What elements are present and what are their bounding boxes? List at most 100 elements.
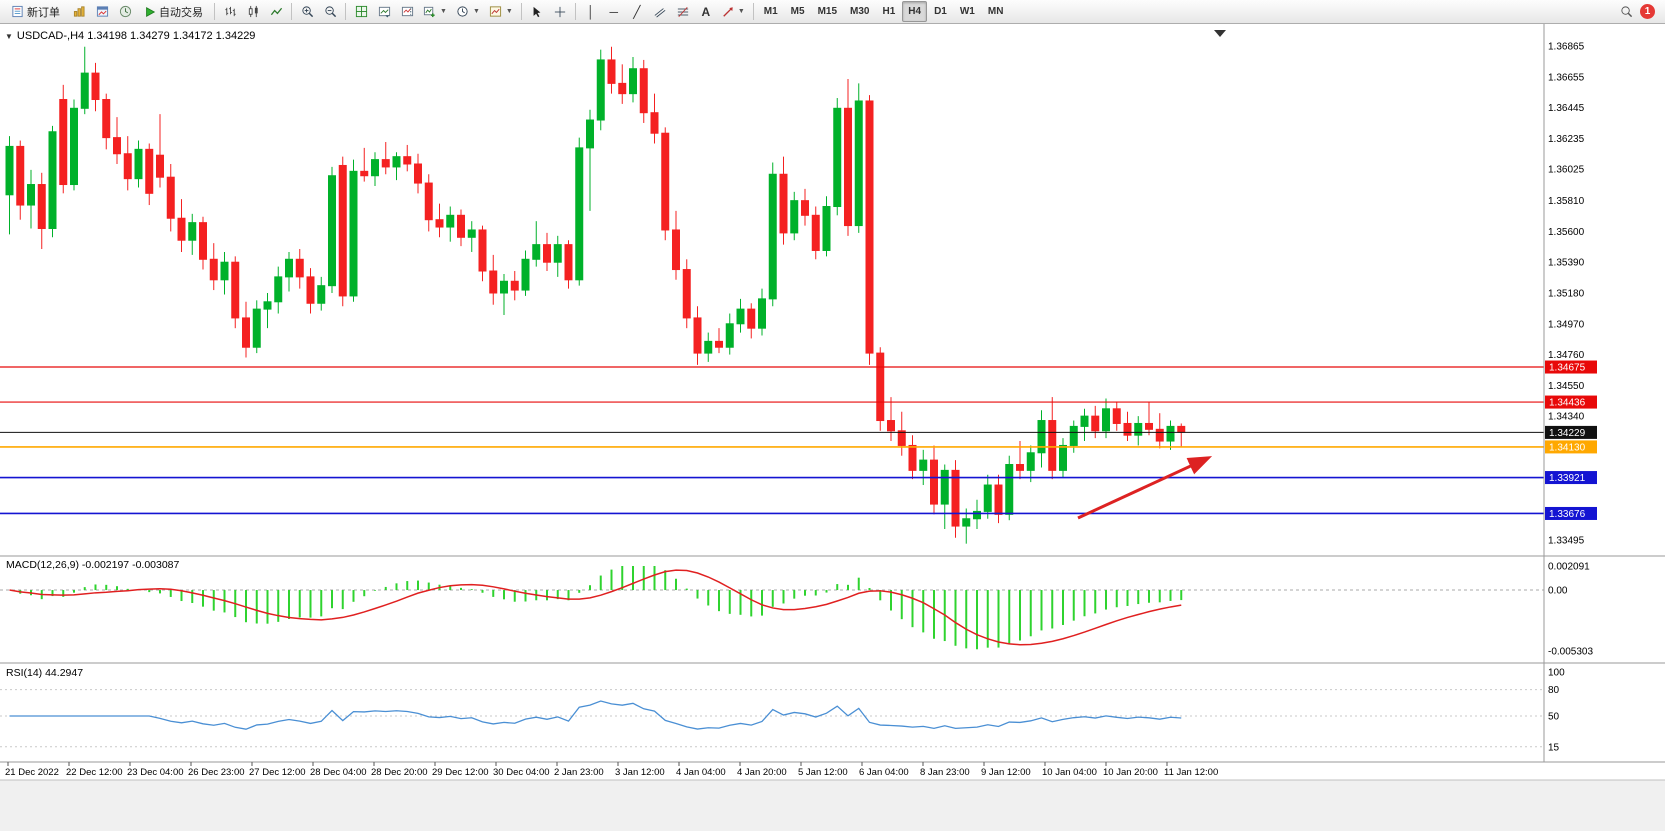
- search-button[interactable]: [1615, 1, 1637, 22]
- fibonacci-button[interactable]: [672, 1, 694, 22]
- data-window-button[interactable]: [114, 1, 136, 22]
- auto-scroll-button[interactable]: [373, 1, 395, 22]
- timeframe-mn-button[interactable]: MN: [982, 1, 1010, 22]
- trend-arrow[interactable]: [1077, 456, 1213, 520]
- candle: [833, 107, 842, 208]
- chart-shift-button[interactable]: [396, 1, 418, 22]
- timeframe-m1-button[interactable]: M1: [758, 1, 784, 22]
- candles: [5, 46, 1186, 544]
- timeframe-m15-button[interactable]: M15: [812, 1, 843, 22]
- candle: [263, 301, 272, 310]
- timeframe-m5-button[interactable]: M5: [785, 1, 811, 22]
- candle: [951, 469, 960, 527]
- channel-icon: [654, 7, 666, 17]
- candle: [865, 100, 874, 354]
- clock-icon: [457, 6, 468, 17]
- candle: [1016, 464, 1024, 471]
- rsi-axis-label: 15: [1548, 742, 1560, 753]
- price-axis-label: 1.35180: [1548, 289, 1585, 300]
- macd-signal-line: [9, 569, 1182, 646]
- symbol-ohlc-text: USDCAD-,H4 1.34198 1.34279 1.34172 1.342…: [16, 30, 256, 42]
- indicators-button[interactable]: ▼: [419, 1, 451, 22]
- line-chart-button[interactable]: [265, 1, 287, 22]
- notification-badge[interactable]: 1: [1640, 4, 1655, 19]
- toolbar-separator: [520, 3, 522, 20]
- blue-window-icon: [96, 6, 108, 17]
- vertical-line-button[interactable]: │: [580, 1, 602, 22]
- timeframe-m30-button[interactable]: M30: [844, 1, 875, 22]
- candle: [747, 308, 756, 329]
- time-axis-label: 21 Dec 2022: [5, 767, 59, 778]
- price-tag-label: 1.33921: [1549, 473, 1586, 484]
- timeframe-w1-button[interactable]: W1: [954, 1, 981, 22]
- candlestick-chart-button[interactable]: [242, 1, 264, 22]
- templates-button[interactable]: ▼: [485, 1, 517, 22]
- candle: [639, 68, 648, 114]
- candle: [80, 72, 89, 109]
- timeframe-h4-button[interactable]: H4: [902, 1, 928, 22]
- timeframe-d1-button[interactable]: D1: [928, 1, 953, 22]
- cursor-button[interactable]: [526, 1, 548, 22]
- candle: [457, 214, 465, 238]
- price-tag: [1545, 471, 1597, 485]
- candle: [414, 163, 422, 184]
- candle: [424, 182, 433, 221]
- time-axis-label: 10 Jan 20:00: [1103, 767, 1158, 778]
- time-axis-label: 6 Jan 04:00: [859, 767, 909, 778]
- zoom-in-button[interactable]: [296, 1, 318, 22]
- timeframe-h1-button[interactable]: H1: [876, 1, 901, 22]
- play-icon: [146, 6, 156, 17]
- arrows-tool-button[interactable]: ▼: [718, 1, 749, 22]
- channel-button[interactable]: [649, 1, 671, 22]
- new-order-button[interactable]: 新订单: [4, 1, 67, 22]
- candle: [16, 145, 25, 206]
- candle: [5, 145, 14, 196]
- candle: [113, 137, 121, 155]
- candle: [725, 323, 734, 348]
- candle: [661, 132, 670, 231]
- periods-button[interactable]: ▼: [452, 1, 484, 22]
- price-tag: [1545, 506, 1597, 520]
- chart-shift-marker[interactable]: [1214, 30, 1226, 37]
- candle: [1059, 444, 1067, 471]
- candle: [446, 214, 455, 228]
- price-axis-label: 1.36655: [1548, 72, 1585, 83]
- horizontal-line-icon: ─: [609, 4, 619, 19]
- zoom-in-icon: [301, 6, 313, 18]
- text-tool-button[interactable]: A: [695, 1, 717, 22]
- horizontal-line-button[interactable]: ─: [603, 1, 625, 22]
- time-axis-label: 4 Jan 20:00: [737, 767, 787, 778]
- auto-trading-label: 自动交易: [159, 6, 203, 19]
- trendline-button[interactable]: ╱: [626, 1, 648, 22]
- tile-windows-button[interactable]: [350, 1, 372, 22]
- rsi-axis-label: 50: [1548, 712, 1560, 723]
- chart-canvas[interactable]: 1.36865 1.36655 1.36445 1.36235 1.36025 1.358…: [0, 24, 1665, 831]
- chart-profiles-button[interactable]: [91, 1, 113, 22]
- price-axis-label: 1.36445: [1548, 103, 1585, 114]
- bar-chart-icon: [224, 6, 236, 17]
- candle: [145, 148, 154, 194]
- candle: [779, 173, 788, 234]
- candle: [618, 82, 627, 95]
- candle: [790, 200, 799, 234]
- bar-chart-button[interactable]: [219, 1, 241, 22]
- price-axis-label: 1.35810: [1548, 196, 1585, 207]
- cursor-icon: [533, 6, 541, 17]
- price-axis-label: 1.36235: [1548, 134, 1585, 145]
- rsi-axis-label: 80: [1548, 685, 1560, 696]
- toolbar-separator: [574, 3, 576, 20]
- candle: [242, 317, 250, 348]
- market-watch-button[interactable]: [68, 1, 90, 22]
- time-axis-label: 2 Jan 23:00: [554, 767, 604, 778]
- time-axis-label: 27 Dec 12:00: [249, 767, 306, 778]
- zoom-out-button[interactable]: [319, 1, 341, 22]
- crosshair-button[interactable]: [549, 1, 571, 22]
- arrow-object-icon: [723, 6, 733, 17]
- candle: [317, 285, 326, 304]
- line-chart-icon: [270, 7, 282, 16]
- toolbar-separator: [291, 3, 292, 20]
- auto-trading-button[interactable]: 自动交易: [137, 1, 210, 22]
- time-axis-label: 28 Dec 20:00: [371, 767, 428, 778]
- rsi-indicator-label: RSI(14) 44.2947: [6, 667, 84, 679]
- symbol-info: ▼ USDCAD-,H4 1.34198 1.34279 1.34172 1.3…: [5, 30, 255, 42]
